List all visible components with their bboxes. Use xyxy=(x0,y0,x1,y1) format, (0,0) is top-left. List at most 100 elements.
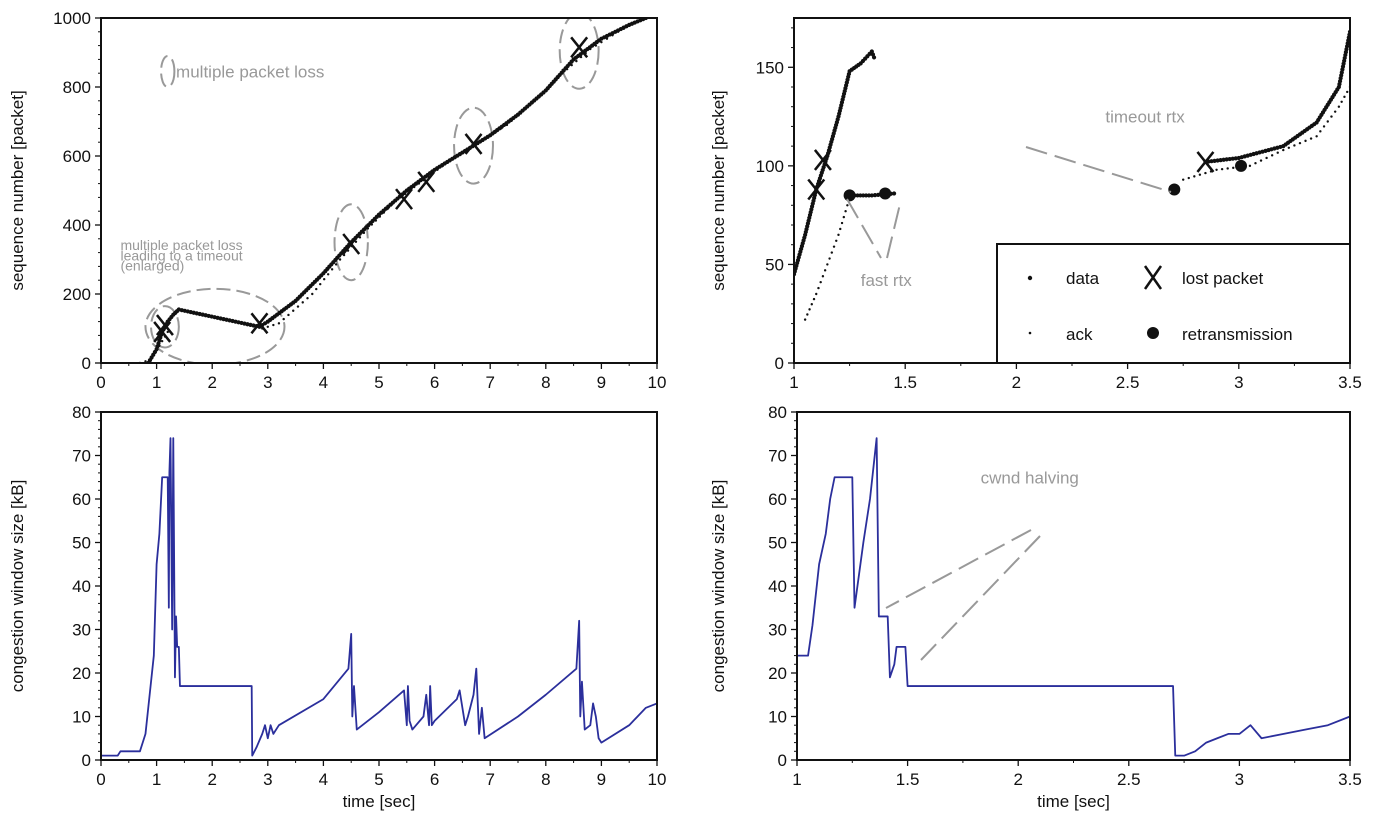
plot-frame xyxy=(100,411,658,761)
ack-point xyxy=(382,211,385,214)
ack-point xyxy=(1254,162,1257,165)
y-tick-label: 0 xyxy=(82,751,91,770)
ack-point xyxy=(1182,178,1185,181)
x-tick-label: 1.5 xyxy=(896,770,920,789)
ack-point xyxy=(828,257,831,260)
legend: data lost packet ack retransmission xyxy=(996,243,1351,364)
ack-point xyxy=(1248,164,1252,168)
ack-point xyxy=(292,309,295,312)
y-tick-label: 0 xyxy=(775,354,784,373)
ack-point xyxy=(557,75,560,79)
lost-packet-mark xyxy=(155,314,174,336)
ack-point xyxy=(844,210,847,213)
ack-point xyxy=(1304,139,1307,143)
loss-ellipse xyxy=(333,203,369,282)
ack-point xyxy=(837,233,840,237)
ack-point xyxy=(510,119,513,123)
x-tick-label: 9 xyxy=(597,373,606,392)
chart-seq-full: 0 1 2 3 4 5 6 7 8 9 10 0 200 400 600 800 1000 sequence nu… xyxy=(8,9,666,392)
ack-point xyxy=(413,185,416,189)
x-stroke xyxy=(155,314,174,336)
ack-point xyxy=(1346,90,1349,94)
loss-ellipse xyxy=(558,18,600,90)
ack-point xyxy=(589,47,592,51)
retransmission-point xyxy=(843,189,856,202)
y-tick-label: 80 xyxy=(768,403,787,422)
ack-point xyxy=(605,37,609,40)
x-tick-label: 8 xyxy=(541,770,550,789)
ack-point xyxy=(1259,159,1263,162)
ack-point xyxy=(808,308,811,311)
ack-point xyxy=(533,99,536,103)
x-stroke xyxy=(395,188,413,210)
y-axis-label: congestion window size [kB] xyxy=(709,480,728,693)
ack-point xyxy=(160,339,164,343)
x-tick-label: 1 xyxy=(152,373,161,392)
ack-point xyxy=(319,282,322,286)
ack-point xyxy=(545,87,548,91)
leader-line xyxy=(846,198,882,259)
ack-point xyxy=(633,21,636,24)
y-tick-label: 10 xyxy=(72,708,91,727)
plot-frame xyxy=(796,411,1351,761)
legend-label-ack: ack xyxy=(1066,325,1093,344)
ack-point xyxy=(149,358,153,361)
lost-packet-mark xyxy=(153,321,172,343)
y-tick-label: 30 xyxy=(768,621,787,640)
x-tick-label: 10 xyxy=(648,770,667,789)
data-point xyxy=(1233,156,1238,161)
ack-point xyxy=(812,297,816,301)
x-tick-label: 2 xyxy=(207,373,216,392)
x-tick-label: 2 xyxy=(1012,373,1021,392)
ack-point xyxy=(1232,166,1235,170)
lost-packet-mark xyxy=(395,188,413,210)
ack-point xyxy=(1226,167,1229,170)
x-tick-label: 4 xyxy=(319,770,328,789)
ack-point xyxy=(362,231,366,235)
ack-point xyxy=(1333,110,1337,113)
y-tick-label: 800 xyxy=(63,78,91,97)
x-tick-label: 1 xyxy=(792,770,801,789)
leader-line xyxy=(885,529,1032,609)
plot-area xyxy=(797,437,1350,757)
x-tick-label: 2 xyxy=(1013,770,1022,789)
lost-packet-mark xyxy=(570,36,589,59)
ack-point xyxy=(358,236,362,239)
data-point xyxy=(871,55,877,60)
y-tick-label: 20 xyxy=(72,664,91,683)
ack-point xyxy=(549,83,552,87)
y-tick-label: 0 xyxy=(778,751,787,770)
ack-point xyxy=(561,72,564,75)
series-data xyxy=(146,18,648,363)
x-tick-label: 5 xyxy=(374,770,383,789)
ack-point xyxy=(616,30,620,33)
retransmission-point xyxy=(1235,159,1248,172)
ack-point xyxy=(815,292,818,296)
ack-point xyxy=(1270,154,1274,157)
ack-point xyxy=(1204,171,1207,175)
ack-point xyxy=(579,55,583,59)
leader-line xyxy=(1025,146,1172,193)
ack-point xyxy=(842,215,846,219)
y-tick-label: 50 xyxy=(72,534,91,553)
ack-point xyxy=(282,317,285,321)
ack-point xyxy=(155,349,158,352)
x-tick-label: 9 xyxy=(597,770,606,789)
plot-area xyxy=(794,29,1350,321)
ack-point xyxy=(611,34,614,37)
ack-point xyxy=(306,296,309,300)
ack-point xyxy=(565,67,569,71)
ack-point xyxy=(575,59,578,63)
x-tick-label: 1 xyxy=(789,373,798,392)
y-axis-label: congestion window size [kB] xyxy=(8,480,27,693)
y-tick-label: 10 xyxy=(768,708,787,727)
ack-point xyxy=(338,258,342,261)
ack-point xyxy=(1198,173,1202,176)
legend-label-lost: lost packet xyxy=(1182,269,1264,288)
loss-ellipse xyxy=(144,287,286,363)
ack-point xyxy=(839,227,842,231)
x-tick-label: 3.5 xyxy=(1338,770,1362,789)
ack-point xyxy=(1220,167,1224,171)
tick-group: 1 1.5 2 2.5 3 3.5 0 50 100 150 xyxy=(756,27,1362,392)
y-tick-label: 400 xyxy=(63,216,91,235)
